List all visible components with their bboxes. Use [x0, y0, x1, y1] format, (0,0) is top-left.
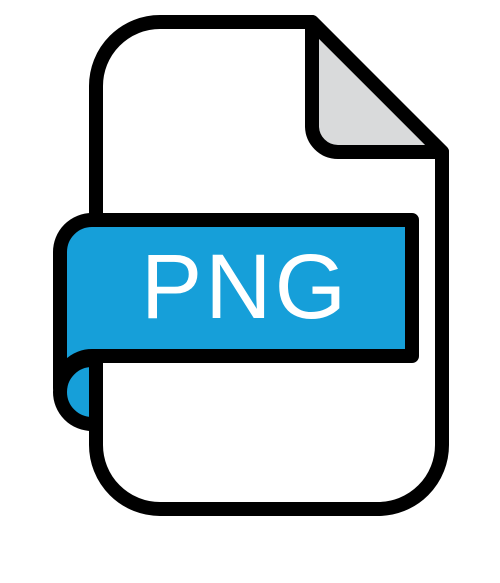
file-type-label: PNG: [141, 236, 349, 338]
folded-corner: [305, 15, 449, 159]
label-banner: [53, 213, 419, 395]
